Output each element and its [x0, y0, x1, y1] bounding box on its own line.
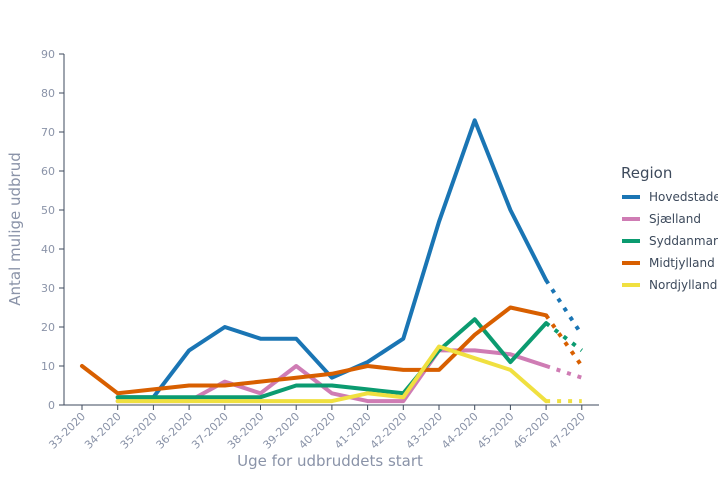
legend-title: Region [621, 164, 672, 182]
x-tick-label: 36-2020 [154, 410, 196, 452]
legend-label-syddanmark: Syddanmark [649, 234, 718, 248]
y-tick-label: 0 [48, 399, 55, 412]
x-tick-label: 47-2020 [546, 410, 588, 452]
x-tick-label: 43-2020 [403, 410, 445, 452]
y-tick-label: 20 [41, 321, 55, 334]
y-tick-label: 50 [41, 204, 55, 217]
y-tick-label: 90 [41, 48, 55, 61]
legend: Region Hovedstaden Sjælland Syddanmark Midt… [621, 164, 718, 292]
x-tick-label: 35-2020 [118, 410, 160, 452]
legend-label-midtjylland: Midtjylland [649, 256, 715, 270]
series-dotted-sj-lland [545, 364, 583, 380]
x-tick-label: 44-2020 [439, 410, 481, 452]
x-tick-label: 38-2020 [225, 410, 267, 452]
y-tick-label: 70 [41, 126, 55, 139]
series-line-hovedstaden [115, 118, 549, 400]
x-tick-label: 39-2020 [261, 410, 303, 452]
y-tick-label: 30 [41, 282, 55, 295]
y-tick-label: 60 [41, 165, 55, 178]
legend-label-hovedstaden: Hovedstaden [649, 190, 718, 204]
x-axis: 33-202034-202035-202036-202037-202038-20… [46, 404, 599, 452]
y-axis: 0 10 20 30 40 50 60 70 80 90 [41, 48, 65, 412]
series-dotted-hovedstaden [544, 279, 584, 336]
series-line-syddanmark [115, 317, 549, 400]
legend-label-sj-lland: Sjælland [649, 212, 701, 226]
plot-area [80, 118, 584, 404]
x-tick-label: 42-2020 [368, 410, 410, 452]
y-tick-label: 40 [41, 243, 55, 256]
series-dotted-syddanmark [544, 321, 584, 352]
legend-label-nordjylland: Nordjylland [649, 278, 717, 292]
y-tick-label: 10 [41, 360, 55, 373]
x-tick-label: 40-2020 [296, 410, 338, 452]
x-tick-label: 41-2020 [332, 410, 374, 452]
y-tick-label: 80 [41, 87, 55, 100]
x-tick-label: 46-2020 [511, 410, 553, 452]
series-line-midtjylland [80, 305, 549, 396]
x-tick-label: 33-2020 [46, 410, 88, 452]
x-tick-label: 37-2020 [189, 410, 231, 452]
x-tick-label: 34-2020 [82, 410, 124, 452]
series-dotted-midtjylland [544, 314, 584, 368]
y-axis-title: Antal mulige udbrud [6, 152, 24, 306]
series-line-nordjylland [115, 344, 549, 404]
x-tick-label: 45-2020 [475, 410, 517, 452]
x-axis-title: Uge for udbruddets start [237, 452, 423, 470]
